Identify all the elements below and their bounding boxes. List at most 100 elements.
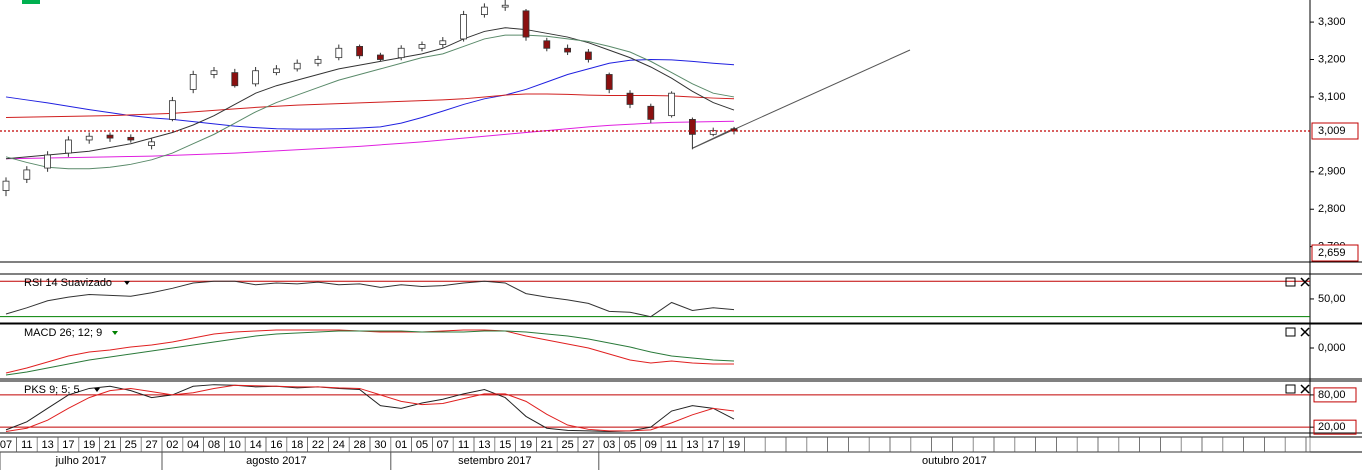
panel-maximize[interactable] [1285,384,1296,394]
panel-maximize[interactable] [1285,277,1296,287]
x-cell [1243,436,1265,453]
x-tick-label: 21 [104,439,116,451]
price-label: 3,009 [1318,125,1346,137]
x-tick-label: 13 [41,439,53,451]
x-tick-label: 22 [312,439,324,451]
y-tick-label: 20,00 [1318,421,1346,433]
panel-close[interactable] [1300,327,1310,337]
x-cell [931,436,953,453]
x-tick-label: 28 [353,439,365,451]
x-tick-label: 07 [437,439,449,451]
y-tick-label: 3,200 [1318,53,1346,65]
x-cell [1056,436,1078,453]
x-cell [868,436,891,453]
indicator-line [5,59,735,130]
candle-body [23,169,31,180]
trend-line [692,49,911,149]
panel-title: MACD 26; 12; 9 [24,327,102,339]
indicator-line [5,329,734,374]
x-tick-label: 05 [416,439,428,451]
x-tick-label: 19 [728,439,740,451]
candle-body [605,74,613,90]
candle-body [2,180,10,191]
candle-body [376,54,384,60]
x-cell [744,436,766,453]
dropdown-arrow[interactable] [94,388,100,392]
x-cell [1076,436,1099,453]
x-tick-label: 05 [624,439,636,451]
y-tick-label: 3,300 [1318,16,1346,28]
panel-close[interactable] [1300,277,1310,287]
indicator-line [5,34,735,170]
candle-body [127,136,135,141]
candle-body [689,118,696,135]
x-tick-label: 18 [291,439,303,451]
x-tick-label: 09 [645,439,657,451]
candle-body [210,70,218,75]
candle-body [501,4,509,8]
x-tick-label: 15 [499,439,511,451]
x-tick-label: 10 [229,439,241,451]
panel-title: RSI 14 Suavizado [24,277,112,289]
candle-body [314,59,322,64]
indicator-square [22,0,40,4]
candle-body [85,135,93,141]
x-tick-label: 17 [62,439,74,451]
x-cell [993,436,1016,453]
x-cell [827,436,849,453]
x-cell [848,436,870,453]
x-cell [1284,436,1307,453]
x-cell [1201,436,1224,453]
x-cell [1160,436,1182,453]
candle-body [418,44,426,49]
candle-body [585,51,592,60]
dropdown-arrow[interactable] [124,281,130,285]
indicator-line [5,27,735,160]
x-tick-label: 02 [166,439,178,451]
indicator-line [5,330,735,376]
candle-body [668,92,675,117]
x-cell [1035,436,1057,453]
x-cell [1139,436,1161,453]
x-cell [952,436,974,453]
indicator-line [5,280,735,318]
candle-body [231,72,239,87]
x-tick-label: 24 [333,439,345,451]
y-tick-label: 2,900 [1318,166,1346,178]
x-tick-label: 03 [603,439,615,451]
candle-body [252,70,260,85]
x-tick-label: 30 [374,439,386,451]
candle-body [335,47,343,59]
indicator-line [5,120,735,160]
panel-close[interactable] [1300,384,1310,394]
candle-body [65,139,72,154]
y-tick-label: 2,800 [1318,203,1346,215]
x-cell [806,436,828,453]
x-cell [910,436,932,453]
indicator-line [5,384,735,432]
indicator-line [5,93,735,119]
x-tick-label: 17 [707,439,719,451]
candle-body [626,92,634,105]
x-tick-label: 13 [686,439,698,451]
x-tick-label: 19 [520,439,532,451]
dropdown-arrow[interactable] [112,331,118,335]
y-tick-label: 0,000 [1318,342,1346,354]
candle-body [168,100,176,120]
panel-maximize[interactable] [1285,327,1296,337]
price-box [1311,122,1359,140]
x-cell [1305,436,1311,453]
x-tick-label: 11 [666,439,677,451]
y-tick-label: 80,00 [1318,389,1346,401]
candle-body [272,68,280,74]
x-cell [1264,436,1286,453]
x-cell [889,436,912,453]
x-cell [1014,436,1036,453]
x-tick-label: 13 [478,439,490,451]
candle-body [293,62,301,70]
month-label: julho 2017 [55,455,107,467]
month-label: setembro 2017 [458,455,531,467]
candle-body [148,141,156,146]
x-cell [1097,436,1120,453]
